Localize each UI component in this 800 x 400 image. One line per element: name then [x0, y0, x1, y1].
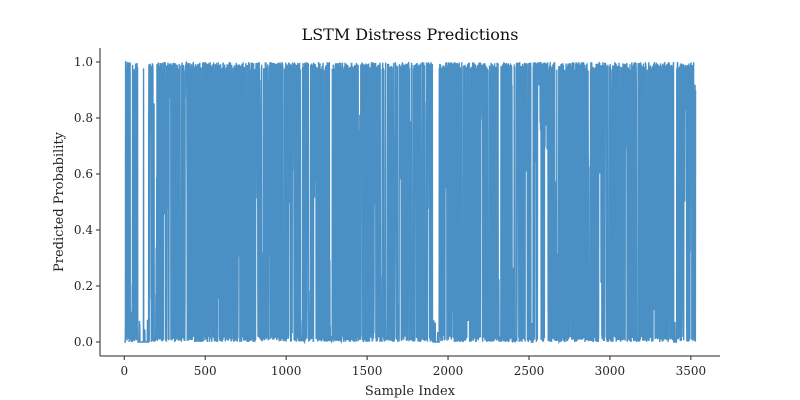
x-axis-label: Sample Index [365, 384, 456, 399]
y-axis-label: Predicted Probability [52, 131, 67, 272]
x-tick-label: 1000 [271, 364, 302, 378]
x-tick-label: 3000 [595, 364, 626, 378]
y-tick-label: 1.0 [74, 55, 93, 69]
series-group [124, 60, 697, 345]
x-tick-label: 3500 [676, 364, 707, 378]
chart-title: LSTM Distress Predictions [302, 25, 519, 44]
x-tick-label: 500 [194, 364, 217, 378]
y-tick-label: 0.2 [74, 279, 93, 293]
x-tick-label: 2000 [433, 364, 464, 378]
x-tick-label: 1500 [352, 364, 383, 378]
x-tick-label: 0 [120, 364, 128, 378]
y-tick-label: 0.4 [74, 223, 93, 237]
series-line [124, 60, 697, 345]
x-axis-ticks: 0 500 1000 1500 2000 2500 3000 3500 [120, 356, 706, 378]
y-tick-label: 0.0 [74, 335, 93, 349]
y-tick-label: 0.6 [74, 167, 93, 181]
y-tick-label: 0.8 [74, 111, 93, 125]
y-axis-ticks: 0.0 0.2 0.4 0.6 0.8 1.0 [74, 55, 100, 349]
x-tick-label: 2500 [514, 364, 545, 378]
